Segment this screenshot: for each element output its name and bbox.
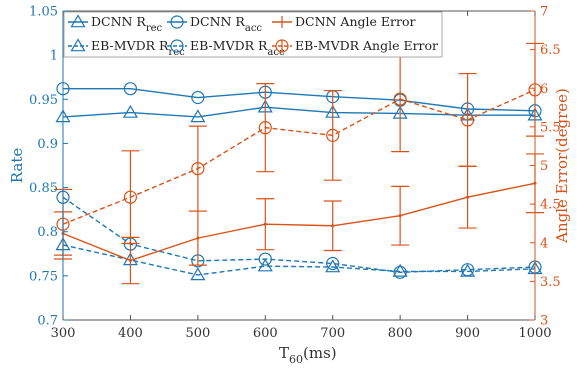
right-y-tick-label: 5 [540, 159, 548, 174]
right-y-tick-label: 7 [540, 5, 548, 20]
left-y-axis-label: Rate [8, 148, 26, 184]
series-line [62, 106, 535, 118]
legend-label: EB-MVDR Angle Error [295, 38, 438, 53]
x-tick-label: 500 [185, 326, 210, 341]
data-point [190, 267, 206, 281]
data-point [190, 109, 206, 123]
data-point [191, 90, 205, 105]
right-y-axis-label: Angle Error(degree) [553, 88, 571, 244]
left-y-tick-label: 0.8 [37, 225, 58, 240]
data-point [263, 222, 267, 226]
x-tick-label: 700 [320, 326, 345, 341]
x-tick-label: 900 [455, 326, 480, 341]
legend-label: DCNN Racc [190, 14, 262, 34]
x-tick-label: 400 [118, 326, 143, 341]
data-point [331, 224, 335, 228]
data-point [392, 263, 408, 277]
data-point [123, 82, 138, 96]
legend-entry: EB-MVDR Racc [167, 38, 285, 58]
left-y-tick-label: 1 [50, 49, 58, 64]
data-point [128, 259, 132, 263]
left-y-tick-label: 0.9 [37, 137, 58, 152]
x-tick-label: 800 [388, 326, 413, 341]
data-point [466, 195, 470, 199]
series-line [62, 89, 536, 225]
right-y-tick-label: 3 [540, 314, 548, 329]
x-tick-label: 300 [51, 326, 76, 341]
data-point [460, 113, 475, 127]
legend-label: DCNN Angle Error [295, 14, 415, 29]
legend-entry: DCNN Angle Error [272, 14, 415, 29]
data-point [325, 259, 341, 273]
data-point [326, 128, 340, 142]
data-point [257, 258, 273, 272]
right-y-tick-label: 4 [540, 236, 548, 251]
legend-entry: DCNN Rrec [68, 14, 163, 34]
legend-marker [170, 15, 184, 29]
data-point [393, 92, 407, 106]
right-y-tick-label: 5.5 [540, 120, 561, 135]
series-line [62, 196, 536, 274]
series-line [63, 87, 536, 112]
legend-box [63, 11, 443, 58]
left-y-tick-label: 0.85 [29, 181, 58, 196]
data-point [196, 236, 200, 240]
legend-label: DCNN Rrec [91, 14, 163, 34]
data-point [393, 265, 407, 279]
legend-marker [70, 14, 86, 28]
legend-entry: DCNN Racc [167, 14, 262, 34]
legend-marker [70, 38, 86, 52]
series-line [62, 244, 536, 276]
x-tick-label: 1000 [518, 326, 551, 341]
right-y-tick-label: 6 [540, 82, 548, 97]
data-point [460, 263, 475, 277]
legend-marker [275, 39, 289, 53]
data-point [191, 161, 205, 176]
data-point [258, 252, 272, 266]
left-y-tick-label: 0.75 [29, 269, 58, 284]
series-line [62, 182, 536, 262]
left-y-tick-label: 0.7 [37, 314, 58, 329]
data-point [122, 104, 138, 118]
right-y-tick-label: 4.5 [540, 198, 561, 213]
data-point [258, 121, 272, 135]
left-y-tick-label: 0.95 [29, 93, 58, 108]
x-axis-label: T60(ms) [279, 344, 337, 366]
data-point [398, 214, 402, 218]
legend: DCNN Rrec DCNN Racc DCNN Angle Error EB-MVD… [63, 11, 443, 58]
legend-marker [170, 39, 184, 53]
left-y-tick-label: 1.05 [29, 5, 58, 20]
right-y-tick-label: 3.5 [540, 275, 561, 290]
right-y-tick-label: 6.5 [540, 43, 561, 58]
data-point [326, 256, 340, 271]
legend-entry: EB-MVDR Angle Error [272, 38, 438, 53]
data-point [123, 190, 138, 204]
x-tick-label: 600 [253, 326, 278, 341]
legend-label: EB-MVDR Racc [190, 38, 285, 58]
